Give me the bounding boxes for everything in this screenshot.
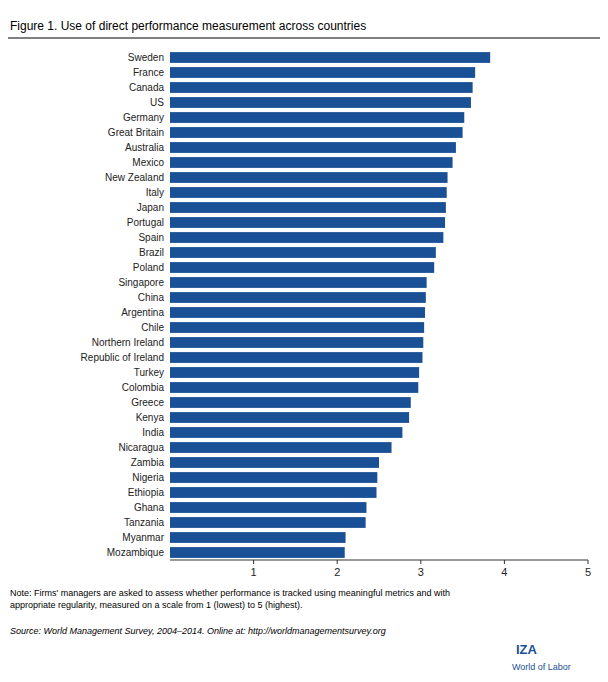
category-label: Japan: [137, 202, 164, 213]
bar: [170, 457, 379, 468]
category-label: Tanzania: [124, 517, 164, 528]
bar: [170, 232, 443, 243]
bar: [170, 277, 427, 288]
bar: [170, 337, 423, 348]
category-labels: Sweden France Canada US Germany Great Britain…: [81, 52, 165, 558]
bar: [170, 112, 464, 123]
bar: [170, 472, 377, 483]
bar: [170, 292, 426, 303]
bar: [170, 532, 346, 543]
note: appropriate regularity, measured on a sc…: [10, 600, 302, 610]
bar: [170, 262, 434, 273]
bar: [170, 247, 436, 258]
x-axis-line: [170, 560, 588, 561]
x-tick-label: 5: [585, 566, 591, 578]
x-tick-label: 1: [251, 566, 257, 578]
x-tick: [337, 560, 338, 564]
category-label: Mexico: [132, 157, 164, 168]
bar: [170, 487, 376, 498]
note: Note: Firms' managers are asked to asses…: [10, 588, 450, 598]
category-label: Poland: [133, 262, 164, 273]
category-label: Germany: [123, 112, 164, 123]
source: Source: World Management Survey, 2004–20…: [10, 626, 386, 636]
category-label: Nicaragua: [118, 442, 164, 453]
bar: [170, 307, 425, 318]
category-label: Greece: [131, 397, 164, 408]
bar: [170, 97, 471, 108]
logo: IZA: [516, 642, 538, 657]
bar: [170, 382, 418, 393]
bars: [170, 52, 490, 558]
category-label: Northern Ireland: [92, 337, 164, 348]
category-label: Portugal: [127, 217, 164, 228]
category-label: US: [150, 97, 164, 108]
x-tick: [504, 560, 505, 564]
x-tick-label: 4: [501, 566, 507, 578]
bar: [170, 322, 424, 333]
x-tick: [253, 560, 254, 564]
category-label: Argentina: [121, 307, 164, 318]
category-label: Colombia: [122, 382, 165, 393]
category-label: Myanmar: [122, 532, 164, 543]
annotations: Note: Firms' managers are asked to asses…: [10, 588, 571, 672]
bar: [170, 187, 447, 198]
category-label: Turkey: [134, 367, 164, 378]
category-label: Nigeria: [132, 472, 164, 483]
bar: [170, 172, 448, 183]
x-axis: 1 2 3 4 5: [170, 560, 591, 578]
category-label: Canada: [129, 82, 164, 93]
category-label: Great Britain: [108, 127, 164, 138]
x-tick: [420, 560, 421, 564]
bar: [170, 82, 473, 93]
category-label: Ethiopia: [128, 487, 165, 498]
bar: [170, 367, 419, 378]
x-tick-label: 3: [418, 566, 424, 578]
chart: Figure 1. Use of direct performance meas…: [0, 0, 608, 682]
bar: [170, 517, 366, 528]
category-label: Spain: [138, 232, 164, 243]
bar: [170, 67, 475, 78]
category-label: Singapore: [118, 277, 164, 288]
category-label: Zambia: [131, 457, 165, 468]
bar: [170, 427, 402, 438]
bar: [170, 547, 345, 558]
category-label: Brazil: [139, 247, 164, 258]
x-tick: [588, 560, 589, 564]
bar: [170, 397, 411, 408]
bar: [170, 352, 422, 363]
logo-subtitle: World of Labor: [512, 662, 571, 672]
category-label: Ghana: [134, 502, 164, 513]
category-label: Chile: [141, 322, 164, 333]
category-label: India: [142, 427, 164, 438]
bar: [170, 442, 392, 453]
title-rule: [8, 38, 600, 39]
bar: [170, 142, 456, 153]
category-label: Australia: [125, 142, 164, 153]
category-label: Kenya: [136, 412, 165, 423]
category-label: China: [138, 292, 165, 303]
bar: [170, 157, 453, 168]
x-tick-label: 2: [334, 566, 340, 578]
category-label: Sweden: [128, 52, 164, 63]
bar: [170, 202, 446, 213]
category-label: Republic of Ireland: [81, 352, 164, 363]
category-label: Italy: [146, 187, 164, 198]
bar: [170, 127, 463, 138]
bar: [170, 412, 409, 423]
bar: [170, 217, 445, 228]
category-label: New Zealand: [105, 172, 164, 183]
category-label: Mozambique: [107, 547, 165, 558]
category-label: France: [133, 67, 165, 78]
title: Figure 1. Use of direct performance meas…: [10, 19, 366, 33]
bar: [170, 52, 490, 63]
bar: [170, 502, 366, 513]
